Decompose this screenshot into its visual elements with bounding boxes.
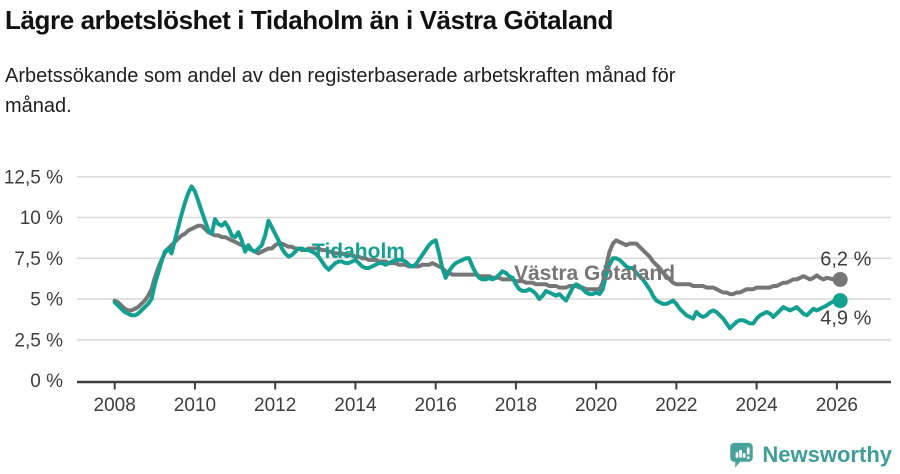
x-tick-label: 2024	[735, 395, 778, 416]
y-tick-label: 0 %	[30, 371, 63, 392]
series-label-tidaholm: Tidaholm	[312, 240, 405, 263]
newsworthy-logo: Newsworthy	[728, 440, 892, 470]
newsworthy-logo-icon	[730, 442, 754, 468]
logo-bar-icon	[736, 452, 739, 458]
end-dot-tidaholm	[832, 293, 848, 309]
x-tick-label: 2018	[495, 395, 537, 416]
x-tick-label: 2010	[174, 395, 216, 416]
series-line-tidaholm	[112, 184, 843, 331]
series-line-vastra-gotaland	[112, 223, 843, 313]
series-label-vastra-gotaland: Västra Götaland	[514, 262, 675, 285]
chart-title: Lägre arbetslöshet i Tidaholm än i Västr…	[5, 5, 614, 35]
x-tick-label: 2026	[816, 395, 858, 416]
logo-bar-icon	[743, 453, 746, 458]
x-tick-label: 2008	[94, 395, 136, 416]
x-tick-label: 2012	[254, 395, 296, 416]
x-tick-label: 2022	[655, 395, 697, 416]
x-tick-label: 2020	[575, 395, 617, 416]
logo-bar-icon	[739, 450, 743, 458]
y-tick-label: 7,5 %	[14, 249, 63, 270]
end-value-label-vastra-gotaland: 6,2 %	[820, 248, 871, 270]
newsworthy-brand-text: Newsworthy	[762, 442, 892, 467]
x-tick-label: 2016	[415, 395, 457, 416]
end-value-label-tidaholm: 4,9 %	[820, 308, 871, 330]
logo-exclamation-icon	[747, 447, 751, 455]
y-tick-label: 2,5 %	[14, 330, 63, 351]
end-dot-vastra-gotaland	[832, 271, 848, 287]
y-tick-label: 10 %	[20, 208, 63, 229]
logo-exclamation-icon	[747, 456, 751, 460]
chart-header: Lägre arbetslöshet i Tidaholm än i Västr…	[5, 4, 885, 121]
x-tick-label: 2014	[334, 395, 377, 416]
y-tick-label: 5 %	[30, 290, 63, 311]
chart-subtitle: Arbetssökande som andel av den registerb…	[5, 64, 676, 117]
y-tick-label: 12,5 %	[4, 167, 63, 188]
